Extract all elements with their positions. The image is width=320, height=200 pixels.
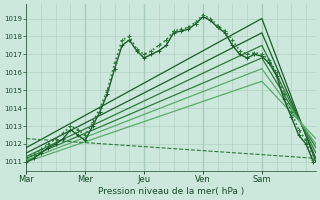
X-axis label: Pression niveau de la mer( hPa ): Pression niveau de la mer( hPa ) [98,187,244,196]
